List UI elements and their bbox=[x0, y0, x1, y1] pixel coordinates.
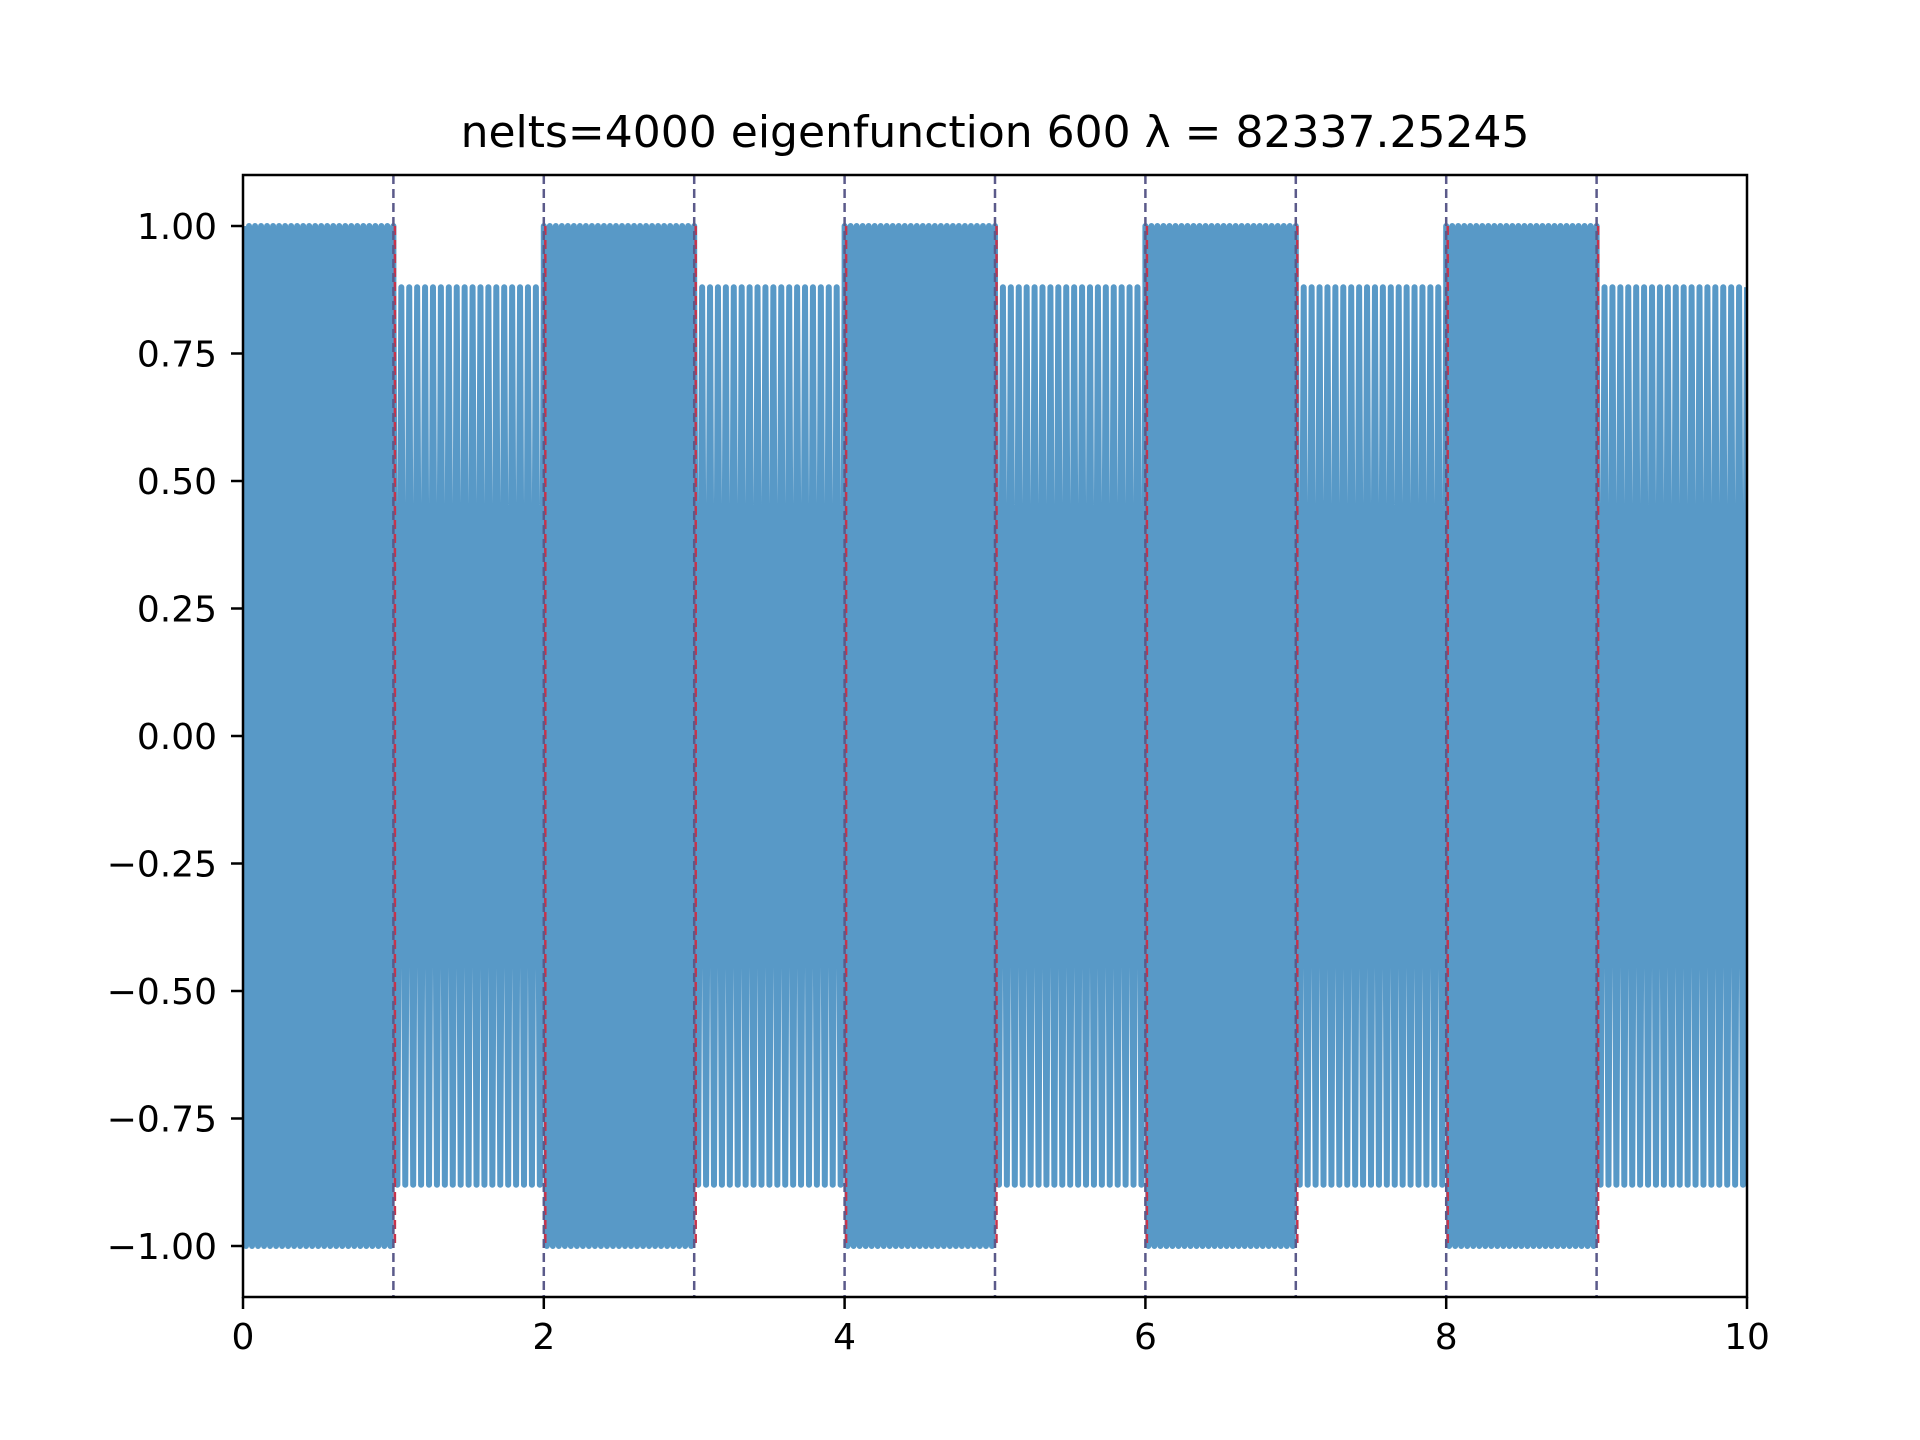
x-tick-label-0: 0 bbox=[232, 1317, 255, 1358]
x-tick-label-3: 6 bbox=[1134, 1317, 1157, 1358]
x-axis: 0 2 4 6 8 10 bbox=[232, 1297, 1770, 1358]
x-tick-label-4: 8 bbox=[1435, 1317, 1458, 1358]
x-tick-label-2: 4 bbox=[833, 1317, 856, 1358]
y-tick-label-2: 0.50 bbox=[137, 462, 217, 503]
y-axis: 1.00 0.75 0.50 0.25 0.00 −0.25 −0.50 −0.75 −1.00 bbox=[107, 207, 243, 1268]
y-tick-label-7: −0.75 bbox=[107, 1100, 217, 1141]
y-tick-label-5: −0.25 bbox=[107, 845, 217, 886]
y-tick-label-4: 0.00 bbox=[137, 717, 217, 758]
plot-area bbox=[243, 175, 1747, 1297]
series-line-0 bbox=[243, 223, 1747, 1249]
y-tick-label-1: 0.75 bbox=[137, 335, 217, 376]
y-tick-label-0: 1.00 bbox=[137, 207, 217, 248]
chart-title: nelts=4000 eigenfunction 600 λ = 82337.2… bbox=[461, 107, 1530, 158]
y-tick-label-6: −0.50 bbox=[107, 972, 217, 1013]
x-tick-label-1: 2 bbox=[532, 1317, 555, 1358]
y-tick-label-8: −1.00 bbox=[107, 1227, 217, 1268]
x-tick-label-5: 10 bbox=[1724, 1317, 1770, 1358]
y-tick-label-3: 0.25 bbox=[137, 590, 217, 631]
